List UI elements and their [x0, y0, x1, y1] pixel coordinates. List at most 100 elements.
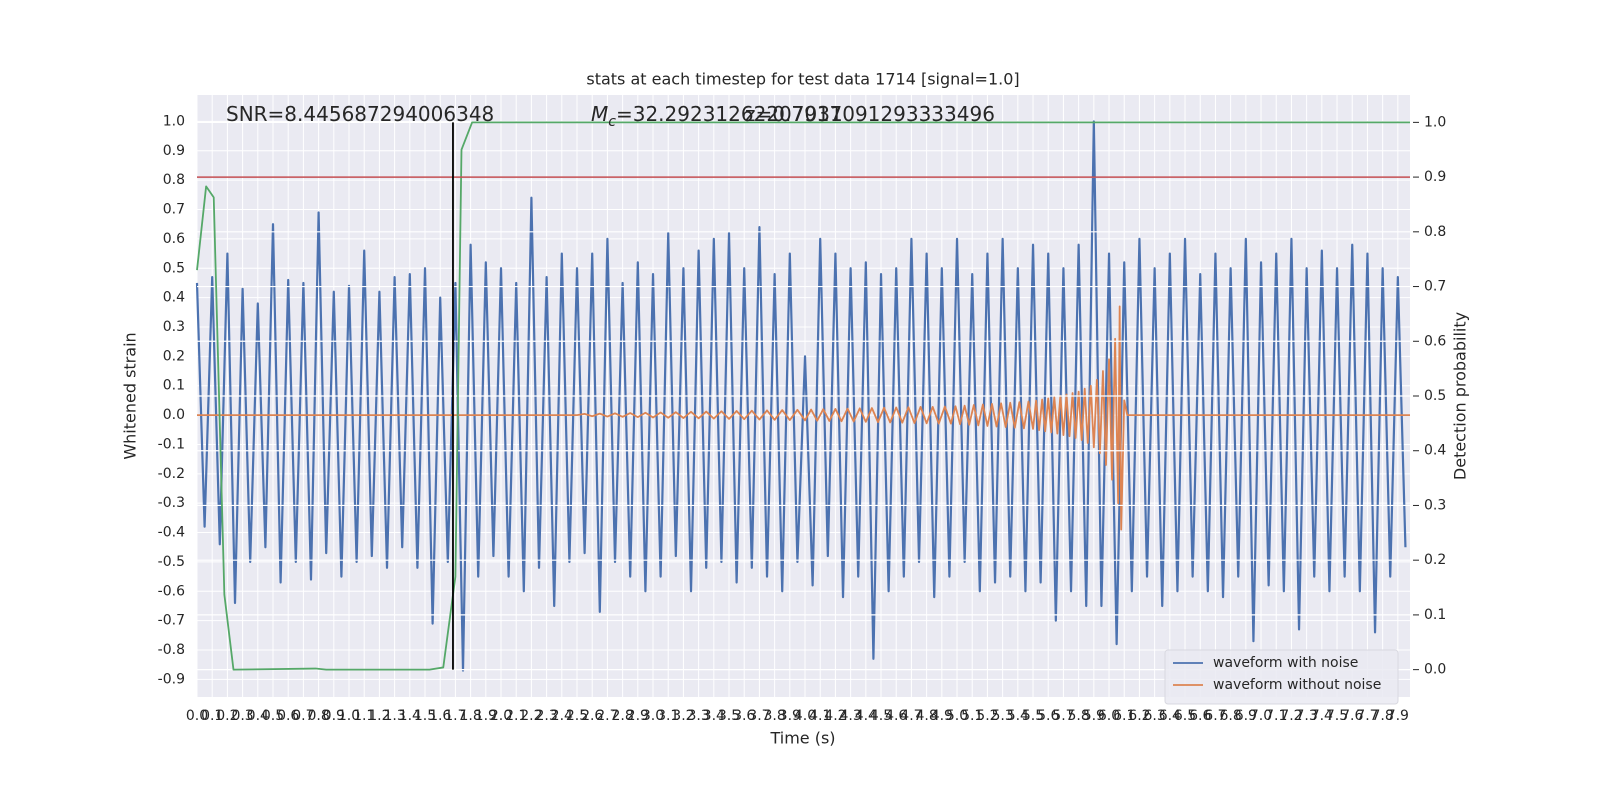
x-tick-label: 2.8: [611, 708, 633, 724]
y-tick-label: 0.6: [163, 231, 185, 247]
y-tick-label: -0.5: [158, 554, 185, 570]
annotation: Mc=32.29231262207031: [591, 102, 843, 130]
x-tick-label: 7.7: [1356, 708, 1378, 724]
y-tick-label: 0.3: [163, 319, 185, 335]
y2-tick-label: 0.2: [1424, 552, 1446, 568]
x-tick-label: 4.8: [915, 708, 937, 724]
y-tick-label: -0.2: [158, 466, 185, 482]
x-tick-label: 3.8: [763, 708, 785, 724]
y2-tick-label: 0.1: [1424, 607, 1446, 623]
y-tick-label: 0.4: [163, 290, 185, 306]
x-tick-label: 1.7: [444, 708, 466, 724]
annotation: z=0.7917091293333496: [745, 102, 995, 126]
y-tick-label: 0.8: [163, 172, 185, 188]
x-tick-label: 2.1: [505, 708, 527, 724]
x-tick-label: 1.2: [368, 708, 390, 724]
x-tick-label: 1.3: [383, 708, 405, 724]
x-tick-label: 1.4: [399, 708, 421, 724]
x-tick-label: 4.6: [885, 708, 907, 724]
x-tick-label: 7.6: [1341, 708, 1363, 724]
y-tick-label: 0.2: [163, 348, 185, 364]
x-tick-label: 4.5: [870, 708, 892, 724]
x-tick-label: 7.9: [1387, 708, 1409, 724]
legend-label: waveform with noise: [1213, 655, 1358, 671]
x-tick-label: 6.8: [1220, 708, 1242, 724]
x-tick-label: 6.6: [1189, 708, 1211, 724]
x-tick-label: 4.4: [855, 708, 877, 724]
y-tick-label: -0.3: [158, 495, 185, 511]
y2-tick-label: 0.3: [1424, 497, 1446, 513]
y-tick-label: 1.0: [163, 113, 185, 129]
y-tick-label: -0.6: [158, 583, 185, 599]
x-tick-label: 2.7: [596, 708, 618, 724]
x-tick-label: 5.7: [1052, 708, 1074, 724]
x-tick-label: 7.0: [1250, 708, 1272, 724]
annotation-subscript: c: [608, 114, 616, 130]
x-tick-label: 0.4: [247, 708, 269, 724]
y-axis-label: Whitened strain: [121, 332, 140, 459]
y-tick-label: -0.9: [158, 671, 185, 687]
x-tick-label: 3.7: [748, 708, 770, 724]
x-tick-label: 0.1: [201, 708, 223, 724]
series-line: [196, 121, 1410, 671]
legend-box: [1164, 649, 1399, 705]
x-tick-label: 4.2: [824, 708, 846, 724]
y2-tick-label: 0.6: [1424, 333, 1446, 349]
x-tick-label: 6.0: [1098, 708, 1120, 724]
x-tick-label: 7.5: [1326, 708, 1348, 724]
x-tick-label: 6.3: [1143, 708, 1165, 724]
x-tick-label: 0.8: [307, 708, 329, 724]
x-tick-label: 1.9: [475, 708, 497, 724]
annotation-text: =32.29231262207031: [616, 102, 843, 126]
x-tick-label: 3.4: [703, 708, 725, 724]
x-tick-label: 2.2: [520, 708, 542, 724]
x-tick-label: 6.5: [1174, 708, 1196, 724]
x-tick-label: 6.9: [1235, 708, 1257, 724]
legend-label: waveform without noise: [1213, 677, 1381, 693]
x-tick-label: 6.7: [1204, 708, 1226, 724]
x-tick-label: 4.9: [931, 708, 953, 724]
x-tick-label: 1.8: [459, 708, 481, 724]
x-tick-label: 6.4: [1159, 708, 1181, 724]
y-tick-label: -0.4: [158, 525, 185, 541]
y2-tick-label: 0.0: [1424, 662, 1446, 678]
x-tick-label: 2.6: [581, 708, 603, 724]
y2-tick-label: 0.4: [1424, 443, 1446, 459]
x-tick-label: 5.5: [1022, 708, 1044, 724]
x-tick-label: 7.8: [1372, 708, 1394, 724]
y-tick-label: 0.9: [163, 143, 185, 159]
x-tick-label: 0.6: [277, 708, 299, 724]
x-tick-label: 1.5: [414, 708, 436, 724]
y2-tick-label: 0.9: [1424, 169, 1446, 185]
x-tick-label: 0.0: [186, 708, 208, 724]
x-tick-label: 2.0: [490, 708, 512, 724]
y-tick-label: -0.7: [158, 613, 185, 629]
y2-tick-label: 1.0: [1424, 114, 1446, 130]
y2-tick-label: 0.5: [1424, 388, 1446, 404]
x-tick-label: 0.3: [231, 708, 253, 724]
x-tick-label: 3.9: [779, 708, 801, 724]
x-tick-label: 3.2: [672, 708, 694, 724]
x-tick-label: 5.3: [991, 708, 1013, 724]
x-tick-label: 6.2: [1128, 708, 1150, 724]
y2-tick-label: 0.7: [1424, 279, 1446, 295]
legend: waveform with noise waveform without nois…: [1164, 649, 1399, 705]
overlay-layer: waveform with noise waveform without nois…: [196, 121, 1410, 705]
x-tick-label: 3.0: [642, 708, 664, 724]
y-tick-label: 0.5: [163, 260, 185, 276]
x-tick-label: 5.4: [1007, 708, 1029, 724]
x-tick-label: 1.1: [353, 708, 375, 724]
y-tick-label: 0.0: [163, 407, 185, 423]
x-tick-label: 7.3: [1296, 708, 1318, 724]
x-tick-label: 3.1: [657, 708, 679, 724]
y-tick-label: 0.7: [163, 202, 185, 218]
x-tick-label: 2.5: [566, 708, 588, 724]
x-tick-label: 4.7: [900, 708, 922, 724]
x-tick-label: 0.7: [292, 708, 314, 724]
x-tick-label: 3.3: [687, 708, 709, 724]
y-tick-label: -0.1: [158, 436, 185, 452]
x-tick-label: 4.1: [809, 708, 831, 724]
series-line: [197, 305, 1410, 531]
x-tick-label: 5.2: [976, 708, 998, 724]
